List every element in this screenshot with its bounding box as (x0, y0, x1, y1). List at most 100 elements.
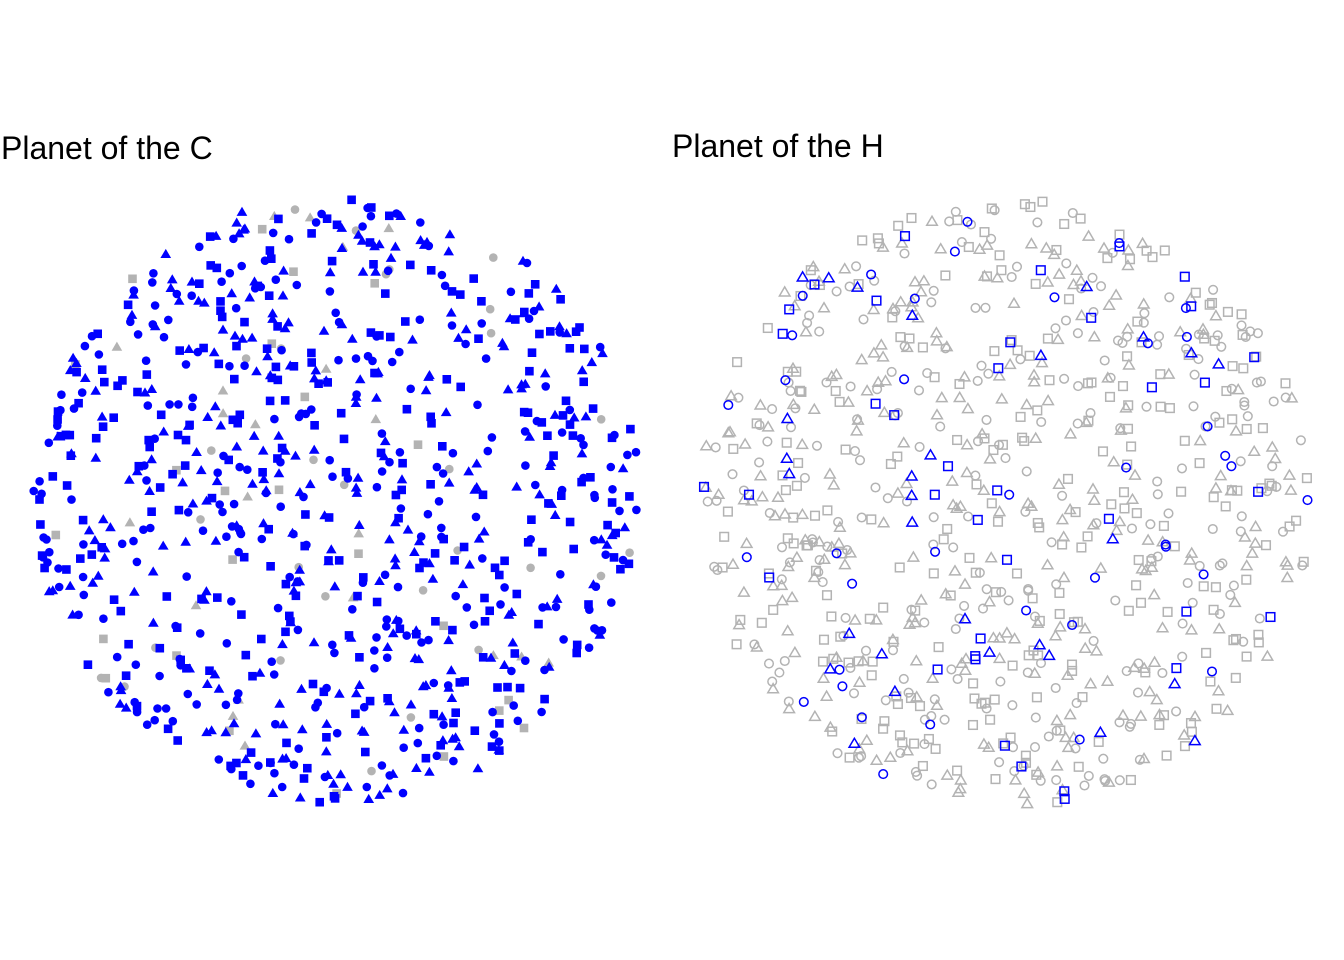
point-circle (1160, 539, 1171, 550)
point-square (543, 431, 552, 440)
point-square (155, 483, 165, 492)
point-triangle (294, 564, 305, 574)
point-square (1082, 531, 1093, 542)
point-square (970, 654, 981, 665)
point-square (791, 366, 802, 377)
point-square (273, 375, 283, 385)
point-square (372, 597, 382, 607)
point-circle (96, 673, 106, 683)
point-triangle (905, 515, 919, 527)
point-circle (977, 603, 989, 614)
point-triangle (905, 308, 919, 321)
point-square (503, 682, 512, 692)
point-circle (292, 280, 302, 290)
point-triangle (158, 426, 169, 436)
point-square (1042, 333, 1053, 344)
point-circle (363, 203, 372, 213)
point-circle (331, 308, 341, 318)
point-square (273, 454, 282, 463)
point-triangle (930, 334, 944, 346)
point-square (952, 215, 963, 226)
point-square (490, 563, 500, 573)
point-square (397, 485, 406, 495)
point-triangle (855, 353, 869, 365)
point-triangle (745, 494, 759, 506)
point-triangle (534, 489, 545, 499)
point-square (1051, 244, 1062, 256)
point-triangle (904, 488, 919, 501)
point-triangle (320, 363, 332, 373)
point-circle (322, 683, 331, 693)
point-triangle (410, 625, 422, 635)
point-triangle (543, 657, 554, 667)
point-circle (919, 617, 930, 628)
point-square (1005, 337, 1016, 348)
point-circle (153, 704, 162, 713)
point-triangle (910, 690, 924, 702)
point-circle (784, 557, 795, 568)
point-triangle (1050, 759, 1064, 771)
point-triangle (351, 688, 362, 698)
point-square (449, 718, 458, 728)
point-circle (926, 297, 937, 308)
point-triangle (463, 466, 474, 476)
point-triangle (992, 369, 1006, 381)
point-circle (762, 436, 773, 447)
point-triangle (1121, 243, 1136, 255)
point-triangle (576, 448, 588, 458)
point-circle (243, 465, 252, 475)
point-triangle (139, 387, 151, 397)
point-circle (284, 234, 294, 244)
point-triangle (992, 651, 1007, 664)
point-triangle (825, 369, 839, 382)
point-square (728, 443, 739, 454)
point-circle (351, 354, 361, 363)
point-circle (159, 332, 169, 342)
point-square (369, 260, 378, 269)
point-triangle (499, 659, 510, 669)
point-triangle (900, 744, 915, 756)
point-triangle (1248, 519, 1263, 532)
point-circle (852, 414, 863, 425)
point-circle (294, 412, 304, 422)
point-square (889, 410, 900, 421)
point-triangle (1127, 660, 1141, 673)
point-circle (289, 760, 299, 769)
point-square (322, 733, 331, 742)
point-square (793, 457, 804, 469)
point-circle (785, 385, 796, 396)
point-triangle (424, 370, 435, 380)
point-square (116, 606, 126, 616)
point-triangle (1214, 469, 1228, 481)
point-square (504, 695, 513, 705)
point-square (565, 517, 575, 527)
point-triangle (832, 536, 846, 549)
point-triangle (502, 384, 514, 394)
point-triangle (1078, 641, 1092, 653)
point-circle (1254, 613, 1265, 624)
point-square (230, 374, 239, 384)
point-square (817, 656, 829, 667)
point-square (334, 556, 344, 565)
point-circle (330, 648, 339, 658)
point-triangle (1145, 560, 1159, 572)
point-square (205, 666, 214, 675)
point-circle (847, 578, 858, 589)
point-circle (94, 350, 104, 359)
point-triangle (409, 546, 420, 556)
point-triangle (1177, 728, 1191, 740)
point-circle (486, 328, 496, 338)
point-triangle (244, 292, 255, 302)
point-triangle (504, 313, 516, 323)
point-square (933, 642, 944, 653)
point-square (625, 492, 634, 501)
point-square (300, 392, 310, 402)
point-triangle (277, 639, 288, 649)
point-circle (733, 392, 744, 403)
point-circle (219, 451, 228, 461)
point-circle (596, 415, 606, 424)
point-circle (623, 450, 632, 460)
point-triangle (1055, 513, 1070, 525)
point-circle (767, 404, 778, 415)
point-square (970, 651, 981, 662)
